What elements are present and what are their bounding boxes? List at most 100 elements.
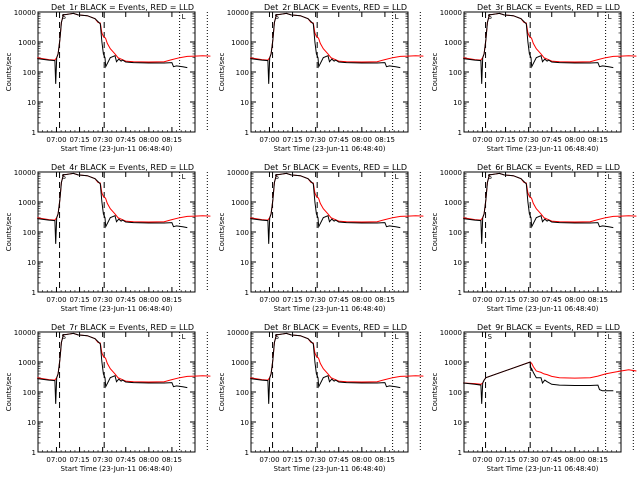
events-series-line [463, 57, 484, 84]
y-tick-label: 100 [449, 69, 462, 77]
start-marker-glyph: S [275, 13, 280, 21]
lld-series-line [269, 332, 424, 383]
chart-title: Det_6r BLACK = Events, RED = LLD [477, 163, 620, 172]
y-tick-label: 10000 [14, 169, 36, 177]
y-axis-label: Counts/sec [218, 373, 226, 412]
y-axis-label: Counts/sec [431, 53, 439, 92]
x-axis-label: Start Time (23-Jun-11 06:48:40) [274, 465, 386, 473]
y-axis-label: Counts/sec [431, 373, 439, 412]
start-marker-glyph: S [488, 173, 493, 181]
events-series-line [269, 332, 401, 389]
detector-chart: Det_8r BLACK = Events, RED = LLD 1 10 100 10… [218, 323, 424, 473]
x-tick-label: 08:15 [375, 296, 395, 304]
detector-chart: Det_9r BLACK = Events, RED = LLD 1 10 100 10… [431, 323, 637, 473]
chart-title: Det_5r BLACK = Events, RED = LLD [264, 163, 407, 172]
y-tick-label: 1000 [18, 39, 36, 47]
x-tick-label: 07:15 [282, 136, 302, 144]
x-axis-label: Start Time (23-Jun-11 06:48:40) [61, 305, 173, 313]
lld-series-line [56, 332, 211, 383]
detector-chart: Det_5r BLACK = Events, RED = LLD 1 10 100 10… [218, 163, 424, 313]
y-tick-label: 100 [236, 69, 249, 77]
end-marker-glyph: L [608, 13, 612, 21]
detector-panel: Det_7r BLACK = Events, RED = LLD 1 10 100 10… [0, 320, 213, 480]
events-series-line [250, 377, 271, 404]
lld-series-line [482, 172, 637, 223]
detector-chart: Det_2r BLACK = Events, RED = LLD 1 10 100 10… [218, 3, 424, 153]
y-tick-label: 1 [245, 449, 249, 457]
events-series-line [250, 217, 271, 244]
detector-panel: Det_3r BLACK = Events, RED = LLD 1 10 100 10… [426, 0, 639, 160]
detector-panel: Det_8r BLACK = Events, RED = LLD 1 10 100 10… [213, 320, 426, 480]
x-axis-label: Start Time (23-Jun-11 06:48:40) [61, 465, 173, 473]
detector-chart: Det_6r BLACK = Events, RED = LLD 1 10 100 10… [431, 163, 637, 313]
y-axis-label: Counts/sec [218, 53, 226, 92]
x-axis-label: Start Time (23-Jun-11 06:48:40) [274, 145, 386, 153]
y-tick-label: 100 [23, 229, 36, 237]
chart-title: Det_7r BLACK = Events, RED = LLD [51, 323, 194, 332]
x-tick-label: 07:45 [116, 296, 136, 304]
chart-title: Det_8r BLACK = Events, RED = LLD [264, 323, 407, 332]
x-tick-label: 08:00 [352, 456, 372, 464]
y-tick-label: 10000 [440, 169, 462, 177]
x-tick-label: 07:00 [259, 296, 279, 304]
plot-frame [250, 11, 409, 133]
plot-frame [37, 171, 196, 293]
y-tick-label: 100 [23, 69, 36, 77]
events-series-line [250, 57, 271, 84]
plot-frame [250, 331, 409, 453]
x-tick-label: 07:15 [495, 296, 515, 304]
x-tick-label: 08:15 [162, 296, 182, 304]
events-series-line [269, 12, 401, 69]
x-axis-label: Start Time (23-Jun-11 06:48:40) [487, 305, 599, 313]
start-marker-glyph: S [62, 333, 67, 341]
detector-panel: Det_1r BLACK = Events, RED = LLD 1 10 100 10… [0, 0, 213, 160]
x-tick-label: 07:30 [519, 136, 539, 144]
x-tick-label: 07:00 [46, 296, 66, 304]
x-tick-label: 08:15 [162, 456, 182, 464]
x-tick-label: 08:00 [139, 456, 159, 464]
detector-chart: Det_1r BLACK = Events, RED = LLD 1 10 100 10… [5, 3, 211, 153]
x-tick-label: 07:30 [306, 136, 326, 144]
y-tick-label: 10 [453, 259, 462, 267]
y-tick-label: 100 [449, 389, 462, 397]
x-axis-label: Start Time (23-Jun-11 06:48:40) [274, 305, 386, 313]
x-tick-label: 07:30 [93, 456, 113, 464]
x-tick-label: 07:45 [116, 456, 136, 464]
y-tick-label: 1 [32, 449, 36, 457]
lld-series-line [269, 12, 424, 63]
x-tick-label: 07:00 [46, 136, 66, 144]
y-tick-label: 100 [449, 229, 462, 237]
x-tick-label: 07:45 [542, 136, 562, 144]
x-axis-label: Start Time (23-Jun-11 06:48:40) [487, 145, 599, 153]
x-tick-label: 08:00 [139, 296, 159, 304]
x-tick-label: 07:45 [329, 296, 349, 304]
end-marker-glyph: L [395, 13, 399, 21]
x-tick-label: 08:00 [139, 136, 159, 144]
y-axis-label: Counts/sec [431, 213, 439, 252]
y-axis-label: Counts/sec [5, 53, 13, 92]
x-tick-label: 07:00 [472, 296, 492, 304]
y-tick-label: 10 [240, 259, 249, 267]
x-tick-label: 07:45 [542, 456, 562, 464]
events-series-line [482, 12, 614, 69]
lld-series-line [482, 12, 637, 63]
x-axis-label: Start Time (23-Jun-11 06:48:40) [487, 465, 599, 473]
x-tick-label: 07:15 [495, 456, 515, 464]
y-tick-label: 100 [236, 389, 249, 397]
y-tick-label: 10 [240, 419, 249, 427]
y-tick-label: 10000 [227, 169, 249, 177]
lld-series-line [269, 172, 424, 223]
end-marker-glyph: L [182, 173, 186, 181]
y-tick-label: 1 [32, 129, 36, 137]
y-tick-label: 10 [27, 99, 36, 107]
x-tick-label: 07:30 [93, 296, 113, 304]
y-tick-label: 10000 [440, 329, 462, 337]
x-tick-label: 08:15 [375, 136, 395, 144]
start-marker-glyph: S [488, 333, 493, 341]
y-tick-label: 1000 [444, 359, 462, 367]
chart-title: Det_1r BLACK = Events, RED = LLD [51, 3, 194, 12]
x-tick-label: 08:00 [565, 456, 585, 464]
plot-frame [463, 331, 622, 453]
x-tick-label: 07:00 [259, 136, 279, 144]
